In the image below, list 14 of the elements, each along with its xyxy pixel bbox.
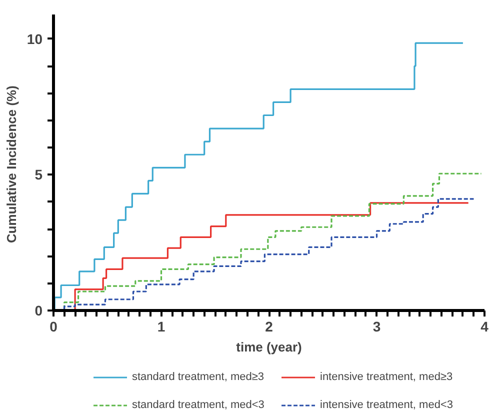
legend-label: standard treatment, med<3 bbox=[132, 399, 266, 411]
x-tick-label: 2 bbox=[265, 318, 274, 334]
x-axis-title: time (year) bbox=[236, 340, 302, 354]
x-tick-label: 4 bbox=[480, 318, 489, 334]
y-tick-label: 5 bbox=[34, 166, 43, 183]
legend-label: standard treatment, med≥3 bbox=[132, 371, 265, 383]
x-tick-label: 1 bbox=[157, 318, 166, 334]
y-axis-title: Cumulative Incidence (%) bbox=[4, 86, 19, 244]
y-tick-label: 0 bbox=[34, 302, 43, 318]
y-tick-label: 10 bbox=[26, 30, 43, 47]
x-tick-label: 3 bbox=[372, 318, 381, 334]
x-tick-label: 0 bbox=[50, 318, 58, 334]
legend-label: intensive treatment, med≥3 bbox=[320, 371, 454, 383]
legend-label: intensive treatment, med<3 bbox=[320, 399, 454, 411]
